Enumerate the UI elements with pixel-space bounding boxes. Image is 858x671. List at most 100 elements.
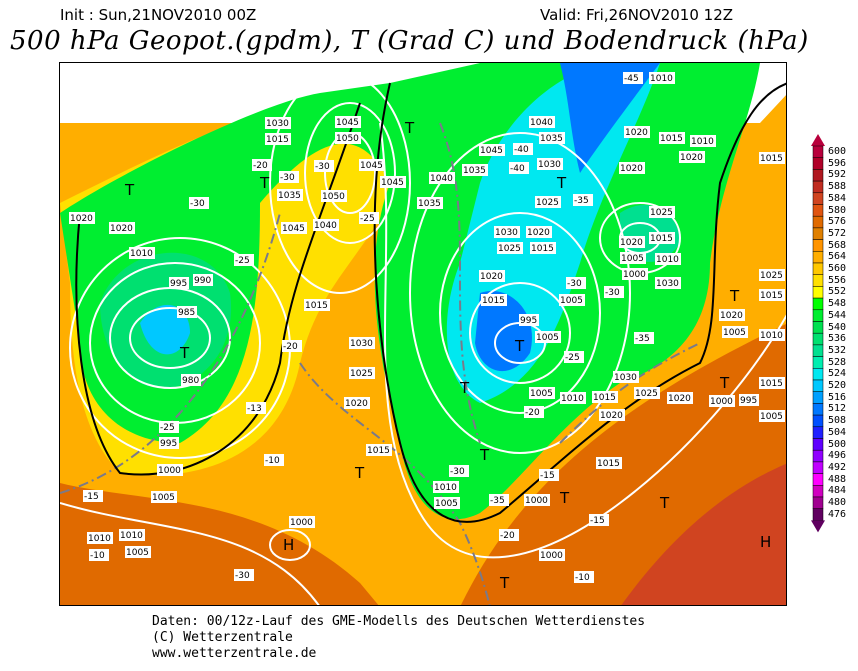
isotherm-label: -30 [314,160,334,172]
colorbar-swatch [812,449,824,463]
svg-text:-25: -25 [565,353,580,363]
colorbar-swatch [812,426,824,439]
isobar-label: 1015 [659,132,685,144]
svg-text:1030: 1030 [614,373,637,383]
isobar-label: 1030 [613,371,639,383]
svg-text:1020: 1020 [720,311,743,321]
colorbar-label: 488 [828,473,847,485]
colorbar-label: 532 [828,344,847,356]
low-pressure-marker: T [459,379,470,397]
isobar-label: 1045 [281,222,307,234]
svg-text:995: 995 [170,279,187,289]
svg-text:1025: 1025 [536,198,559,208]
isobar-label: 1020 [599,409,625,421]
colorbar-swatch [812,403,824,416]
isotherm-label: -30 [189,197,209,209]
svg-text:-15: -15 [540,471,555,481]
colorbar-label: 480 [828,497,847,508]
isobar-label: 1035 [462,164,488,176]
isotherm-label: -10 [264,454,284,466]
isobar-label: 995 [169,277,189,289]
isobar-label: 1005 [535,331,561,343]
low-pressure-marker: T [354,464,365,482]
svg-text:980: 980 [182,376,199,386]
svg-text:1020: 1020 [620,238,643,248]
colorbar-label: 520 [828,380,847,391]
isobar-label: 1005 [620,252,646,264]
svg-text:-30: -30 [450,467,465,477]
isobar-label: 1015 [530,242,556,254]
svg-text:1025: 1025 [498,244,521,254]
colorbar-label: 580 [828,204,847,216]
svg-text:1050: 1050 [336,134,359,144]
svg-text:1020: 1020 [620,164,643,174]
isobar-label: 990 [193,274,213,286]
pressure-labels: 1030 1050 1045 1045 1040 1035 1050 1035 1045 1040… [69,72,785,561]
svg-text:1010: 1010 [561,394,584,404]
svg-text:1015: 1015 [531,244,554,254]
isobar-label: 1020 [624,126,650,138]
low-pressure-marker: T [259,174,270,192]
isobar-label: 1020 [69,212,95,224]
colorbar-label: 484 [828,485,847,497]
svg-text:1010: 1010 [760,331,783,341]
colorbar-label: 568 [828,239,847,251]
svg-text:1015: 1015 [597,459,620,469]
svg-text:1045: 1045 [381,178,404,188]
isobar-label: 995 [159,437,179,449]
svg-text:-20: -20 [525,408,540,418]
colorbar-swatch [812,309,824,322]
colorbar-label: 564 [828,251,847,263]
colorbar-label: 528 [828,356,847,368]
isobar-label: 1015 [759,377,785,389]
isotherm-label: -30 [234,569,254,581]
isobar-label: 1020 [109,222,135,234]
svg-text:1005: 1005 [536,333,559,343]
low-pressure-marker: T [556,174,567,192]
colorbar-label: 504 [828,426,847,438]
low-pressure-marker: T [404,119,415,137]
svg-text:-13: -13 [247,404,262,414]
svg-text:1015: 1015 [650,234,673,244]
isotherm-label: -35 [489,494,509,506]
svg-text:-40: -40 [510,164,525,174]
isotherm-label: -20 [282,340,302,352]
isotherm-label: -15 [539,469,559,481]
isobar-label: 1025 [497,242,523,254]
svg-text:1000: 1000 [290,518,313,528]
colorbar-label: 556 [828,274,847,286]
low-pressure-marker: T [479,446,490,464]
isobar-label: 1010 [655,253,681,265]
svg-text:1020: 1020 [110,224,133,234]
colorbar-label: 600 [828,146,847,157]
high-pressure-marker: H [283,536,294,554]
svg-text:1020: 1020 [625,128,648,138]
isobar-label: 1025 [649,206,675,218]
isobar-label: 1035 [539,132,565,144]
isobar-label: 1005 [151,491,177,503]
isobar-label: 1015 [649,232,675,244]
svg-text:-10: -10 [90,551,105,561]
colorbar-swatch [812,496,824,509]
isotherm-label: -30 [566,277,586,289]
svg-text:1035: 1035 [278,191,301,201]
pressure-centers: T T T T T T T T T T T T T H H T [124,119,771,592]
svg-text:1005: 1005 [126,548,149,558]
svg-text:1030: 1030 [495,228,518,238]
isobar-label: 1000 [622,268,648,280]
svg-text:1015: 1015 [760,291,783,301]
isobar-label: 1000 [539,549,565,561]
svg-text:-30: -30 [315,162,330,172]
svg-text:1020: 1020 [70,214,93,224]
colorbar-swatch [812,180,824,194]
colorbar-label: 540 [828,321,847,333]
svg-text:1045: 1045 [360,161,383,171]
isobar-label: 1010 [129,247,155,259]
colorbar-swatch [812,391,824,404]
colorbar-swatch [812,239,824,252]
svg-text:1045: 1045 [480,146,503,156]
isobar-label: 1050 [335,132,361,144]
chart-title: 500 hPa Geopot.(gpdm), T (Grad C) und Bo… [10,26,809,56]
isobar-label: 1050 [321,190,347,202]
